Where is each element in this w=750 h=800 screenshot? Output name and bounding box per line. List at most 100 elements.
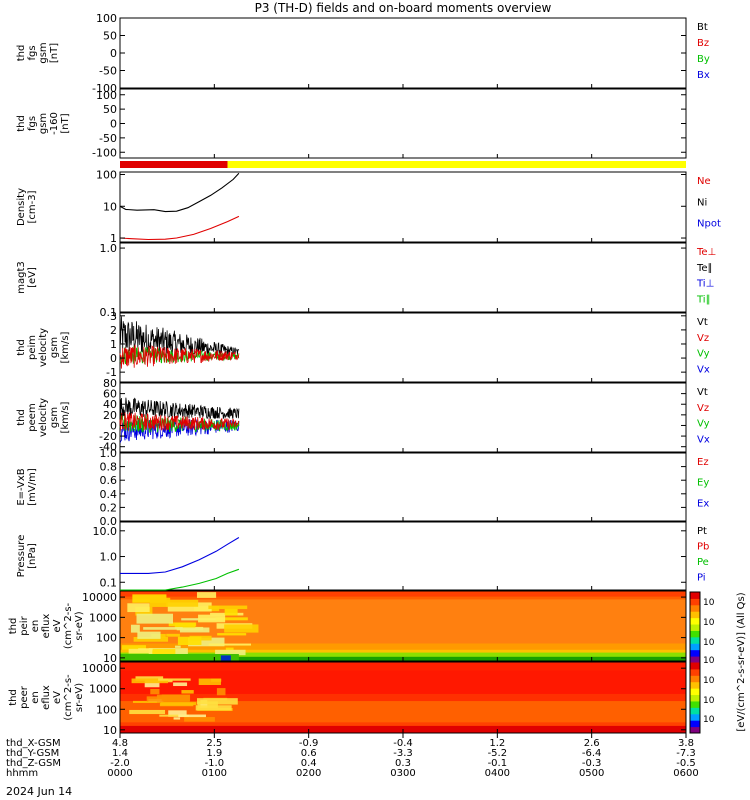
legend-item: Pb xyxy=(697,542,709,553)
y-axis-label: peim xyxy=(27,335,38,360)
y-axis-label: en xyxy=(30,620,41,633)
spectrogram-cell xyxy=(136,613,174,624)
y-axis-label: -160 xyxy=(49,112,60,135)
page-title: P3 (TH-D) fields and on-board moments ov… xyxy=(254,1,552,15)
panel-frame xyxy=(119,171,687,243)
spectrogram-cell xyxy=(173,682,188,687)
panel-frame xyxy=(119,382,687,453)
x-axis-value: 0300 xyxy=(390,768,415,779)
spectrogram-cell xyxy=(152,649,176,656)
colorbar-cell xyxy=(690,643,700,651)
legend-item: Vz xyxy=(697,403,709,414)
spectrogram-cell xyxy=(130,624,140,633)
colorbar-cell xyxy=(690,675,700,683)
legend-item: Bz xyxy=(697,38,709,49)
colorbar-cell xyxy=(690,636,700,644)
colorbar-cell xyxy=(690,630,700,638)
x-axis-value: -0.5 xyxy=(676,758,696,769)
y-tick-label: 10 xyxy=(103,724,117,737)
y-axis-label: [nT] xyxy=(60,113,71,133)
spectrogram-band xyxy=(120,701,686,723)
x-axis-value: 3.8 xyxy=(678,738,694,749)
y-tick-label: 0.1 xyxy=(100,306,118,319)
y-axis-label: fgs xyxy=(27,116,38,131)
x-axis-value: 1.4 xyxy=(112,748,128,759)
y-tick-label: 10000 xyxy=(82,591,117,604)
y-tick-label: 100 xyxy=(96,632,117,645)
colorbar-cell xyxy=(690,662,700,670)
spectrogram-cell xyxy=(196,698,238,705)
spectrogram-cell xyxy=(128,648,164,654)
colorbar-cell xyxy=(690,713,700,721)
y-axis-label: [mV/m] xyxy=(27,468,38,506)
colorbar-cell xyxy=(690,694,700,702)
spectrogram-cell xyxy=(149,597,171,607)
spectrogram-cell xyxy=(165,599,199,607)
spectrogram-cell xyxy=(167,602,212,612)
y-axis-label: Density xyxy=(16,188,27,226)
x-axis-value: 4.8 xyxy=(112,738,128,749)
y-axis-label: [nT] xyxy=(49,43,60,63)
x-axis-row-label: thd_X-GSM xyxy=(6,738,61,749)
panel-temperature xyxy=(119,242,687,313)
spectrogram-cell xyxy=(215,617,248,621)
legend-item: Npot xyxy=(697,219,721,230)
legend-item: Vz xyxy=(697,333,709,344)
y-axis-label: [km/s] xyxy=(60,401,71,433)
y-axis-label: [nPa] xyxy=(27,543,38,569)
y-axis-label: thd xyxy=(16,45,27,62)
y-tick-label: -1 xyxy=(106,366,117,379)
x-axis-value: 1.2 xyxy=(489,738,505,749)
spectrogram-band xyxy=(120,652,686,658)
y-tick-label: 100 xyxy=(96,89,117,102)
colorbar-cell xyxy=(690,617,700,625)
y-tick-label: -100 xyxy=(92,146,117,159)
legend-item: Ti⊥ xyxy=(696,279,714,290)
spectrogram-cell xyxy=(173,717,181,720)
x-axis-value: -0.3 xyxy=(582,758,602,769)
x-axis-value: 0100 xyxy=(202,768,227,779)
y-axis-label: peer xyxy=(19,685,30,709)
colorbar-cell xyxy=(690,649,700,657)
spectrogram-cell xyxy=(129,709,166,715)
x-axis-value: 0.6 xyxy=(301,748,317,759)
colorbar-tick-label: 10 xyxy=(703,715,715,725)
legend-item: Ez xyxy=(697,457,709,468)
legend-item: Vy xyxy=(697,419,710,430)
colorbar-tick-label: 10 xyxy=(703,656,715,666)
spectrogram-cell xyxy=(208,605,248,610)
y-axis-label: E=-VxB xyxy=(16,468,27,505)
legend-item: Vx xyxy=(697,434,710,445)
y-axis-label: gsm xyxy=(38,42,49,63)
spectrogram-cell xyxy=(175,645,181,648)
colorbar-cell xyxy=(690,598,700,606)
spectrogram-cell xyxy=(166,633,180,637)
colorbar-cell xyxy=(690,611,700,619)
y-tick-label: 0.8 xyxy=(100,461,118,474)
legend-item: Pi xyxy=(697,573,706,584)
colorbar-cell xyxy=(690,668,700,676)
x-axis-row-label: thd_Y-GSM xyxy=(6,748,59,759)
spectrogram-cell xyxy=(224,608,238,616)
y-tick-label: 100 xyxy=(96,12,117,25)
spectrogram-cell xyxy=(224,624,259,633)
x-axis-value: -0.1 xyxy=(488,758,508,769)
panel-fgs xyxy=(119,17,687,89)
spectrogram-cell xyxy=(184,717,215,722)
spectrogram-band xyxy=(120,643,686,651)
panel-electron_spectrogram xyxy=(119,661,687,734)
colorbar-cell xyxy=(690,592,700,599)
spectrogram-band xyxy=(120,591,686,598)
spectrogram-cell xyxy=(144,679,160,688)
y-tick-label: 100 xyxy=(96,703,117,716)
series-line xyxy=(119,172,240,213)
y-tick-label: 0 xyxy=(110,118,117,131)
spectrogram-cell xyxy=(138,648,153,651)
spectrogram-cell xyxy=(174,622,196,629)
panel-frame xyxy=(119,452,687,522)
legend-item: Ni xyxy=(697,197,707,208)
y-axis-label: velocity xyxy=(38,328,49,367)
panel-pressure xyxy=(119,521,687,591)
y-tick-label: 0.1 xyxy=(100,576,118,589)
spectrogram-cell xyxy=(160,702,197,706)
